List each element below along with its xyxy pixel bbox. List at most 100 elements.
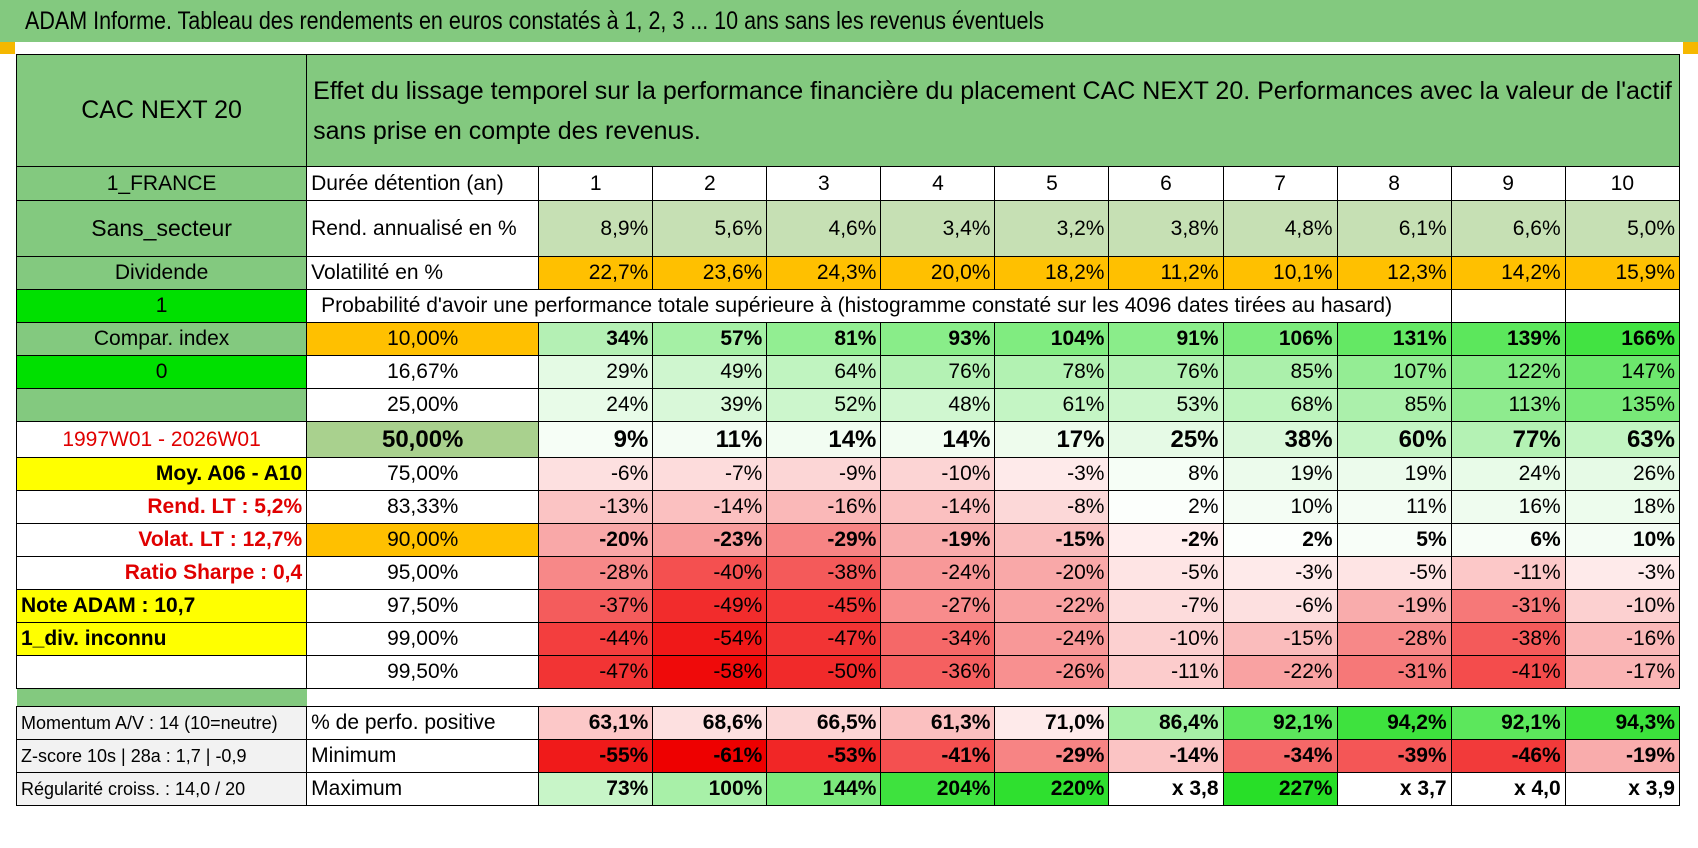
prob-row: Moy. A06 - A10 75,00% -6% -7% -9% -10% -… — [15, 457, 1681, 491]
prob-cell: 14% — [766, 421, 882, 458]
prob-cell: -54% — [652, 622, 768, 656]
perf-pos-cell: 94,3% — [1564, 706, 1681, 740]
maximum-cell: 100% — [652, 772, 768, 806]
prob-cell: -50% — [766, 655, 882, 689]
prob-threshold: 95,00% — [306, 556, 540, 590]
minimum-cell: -39% — [1336, 739, 1452, 773]
prob-cell: 19% — [1222, 457, 1338, 491]
vol-cell: 15,9% — [1564, 256, 1681, 290]
prob-cell: 131% — [1336, 322, 1452, 356]
prob-cell: 139% — [1450, 322, 1566, 356]
prob-cell: -47% — [538, 655, 654, 689]
prob-cell: -34% — [880, 622, 996, 656]
perf-pos-cell: 92,1% — [1222, 706, 1338, 740]
prob-cell: -9% — [766, 457, 882, 491]
prob-cell: 11% — [1336, 490, 1452, 524]
minimum-label: Minimum — [306, 739, 540, 773]
maximum-cell: x 3,7 — [1336, 772, 1452, 806]
vol-cell: 20,0% — [880, 256, 996, 290]
prob-row: Rend. LT : 5,2% 83,33% -13% -14% -16% -1… — [15, 490, 1681, 524]
prob-cell: 11% — [652, 421, 768, 458]
prob-cell: -11% — [1108, 655, 1224, 689]
dividend-label: Dividende — [15, 256, 308, 290]
prob-cell: -15% — [994, 523, 1110, 557]
sector-label: Sans_secteur — [15, 200, 308, 257]
prob-cell: 113% — [1450, 388, 1566, 422]
prob-cell: -44% — [538, 622, 654, 656]
prob-cell: 76% — [880, 355, 996, 389]
vol-label: Volatilité en % — [306, 256, 540, 290]
prob-cell: -15% — [1222, 622, 1338, 656]
maximum-cell: x 3,9 — [1564, 772, 1681, 806]
prob-row: Compar. index 10,00% 34% 57% 81% 93% 104… — [15, 322, 1681, 356]
prob-cell: 24% — [538, 388, 654, 422]
duree-label: Durée détention (an) — [306, 166, 540, 201]
perf-pos-cell: 86,4% — [1108, 706, 1224, 740]
prob-cell: 85% — [1222, 355, 1338, 389]
vol-cell: 24,3% — [766, 256, 882, 290]
prob-row: 1_div. inconnu 99,00% -44% -54% -47% -34… — [15, 622, 1681, 656]
rend-lt-label: Rend. LT : 5,2% — [15, 490, 308, 524]
maximum-label: Maximum — [306, 772, 540, 806]
prob-cell: 60% — [1336, 421, 1452, 458]
year-cell: 5 — [994, 166, 1110, 201]
prob-row: Ratio Sharpe : 0,4 95,00% -28% -40% -38%… — [15, 556, 1681, 590]
prob-cell: 63% — [1564, 421, 1681, 458]
prob-cell: -5% — [1108, 556, 1224, 590]
prob-cell: -16% — [766, 490, 882, 524]
corner-marker-left — [0, 42, 15, 54]
prob-cell: -24% — [880, 556, 996, 590]
compar-label: Compar. index — [15, 322, 308, 356]
note-label: Note ADAM : 10,7 — [15, 589, 308, 623]
prob-cell: 14% — [880, 421, 996, 458]
prob-cell: -10% — [1108, 622, 1224, 656]
header-row: CAC NEXT 20 Effet du lissage temporel su… — [15, 54, 1680, 167]
minimum-cell: -29% — [994, 739, 1110, 773]
prob-cell: -19% — [1336, 589, 1452, 623]
prob-cell: 26% — [1564, 457, 1681, 491]
prob-threshold: 10,00% — [306, 322, 540, 356]
flag-cell-1[interactable]: 1 — [15, 289, 308, 323]
prob-cell: 57% — [652, 322, 768, 356]
vol-cell: 18,2% — [994, 256, 1110, 290]
prob-cell: -2% — [1108, 523, 1224, 557]
prob-cell: 17% — [994, 421, 1110, 458]
prob-cell: 107% — [1336, 355, 1452, 389]
prob-cell: -28% — [1336, 622, 1452, 656]
rend-cell: 3,2% — [994, 200, 1110, 257]
prob-cell: -27% — [880, 589, 996, 623]
prob-cell: 104% — [994, 322, 1110, 356]
description: Effet du lissage temporel sur la perform… — [306, 54, 1680, 167]
prob-threshold: 75,00% — [306, 457, 540, 491]
performance-table: CAC NEXT 20 Effet du lissage temporel su… — [15, 54, 1681, 806]
vol-row: Dividende Volatilité en % 22,7% 23,6% 24… — [15, 256, 1681, 290]
prob-row: 25,00% 24% 39% 52% 48% 61% 53% 68% 85% 1… — [15, 388, 1681, 422]
prob-cell: -45% — [766, 589, 882, 623]
prob-row: 99,50% -47% -58% -50% -36% -26% -11% -22… — [15, 655, 1681, 689]
prob-cell: -10% — [1564, 589, 1681, 623]
prob-cell: -36% — [880, 655, 996, 689]
prob-threshold: 99,00% — [306, 622, 540, 656]
prob-cell: 49% — [652, 355, 768, 389]
prob-cell: 24% — [1450, 457, 1566, 491]
moy-label: Moy. A06 - A10 — [15, 457, 308, 491]
prob-cell: 10% — [1564, 523, 1681, 557]
prob-cell: -47% — [766, 622, 882, 656]
perf-pos-row: Momentum A/V : 14 (10=neutre) % de perfo… — [15, 706, 1681, 740]
flag-cell-0[interactable]: 0 — [15, 355, 308, 389]
prob-cell: 16% — [1450, 490, 1566, 524]
minimum-cell: -19% — [1564, 739, 1681, 773]
prob-cell: -31% — [1450, 589, 1566, 623]
regularite-label: Régularité croiss. : 14,0 / 20 — [15, 772, 308, 806]
year-cell: 9 — [1450, 166, 1566, 201]
minimum-cell: -46% — [1450, 739, 1566, 773]
rend-label: Rend. annualisé en % — [306, 200, 540, 257]
prob-cell: -10% — [880, 457, 996, 491]
prob-cell: -6% — [538, 457, 654, 491]
blank-label — [15, 655, 308, 689]
prob-threshold: 25,00% — [306, 388, 540, 422]
perf-pos-cell: 92,1% — [1450, 706, 1566, 740]
year-cell: 3 — [766, 166, 882, 201]
prob-cell: 19% — [1336, 457, 1452, 491]
minimum-cell: -34% — [1222, 739, 1338, 773]
